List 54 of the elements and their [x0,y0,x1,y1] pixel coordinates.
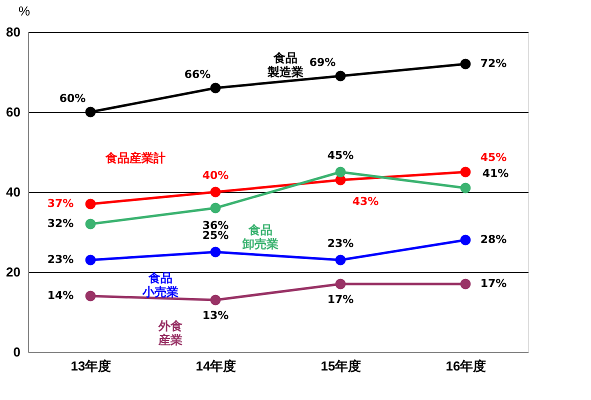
data-label: 60% [59,92,86,105]
y-axis-title: % [18,4,30,18]
point [210,186,221,198]
data-label: 45% [327,149,354,162]
point [85,198,96,210]
y-tick-label: 20 [6,264,20,280]
data-label: 32% [47,217,74,230]
data-label: 45% [480,151,507,164]
x-tick-label: 16年度 [446,358,486,374]
data-label: 28% [480,233,507,246]
series-label: 食品小売業 [142,271,178,299]
point [460,278,471,290]
point [460,234,471,246]
y-tick-label: 40 [6,184,20,200]
point [460,182,471,194]
series-label: 外食産業 [158,319,182,347]
point [210,294,221,306]
point [460,58,471,70]
data-label: 17% [327,293,354,306]
data-label: 23% [327,237,354,250]
point [460,166,471,178]
point [210,202,221,214]
data-label: 37% [47,197,74,210]
point [210,246,221,258]
y-tick-label: 80 [6,24,20,40]
series-label: 食品製造業 [266,51,304,79]
point [335,278,346,290]
text: 食品産業計 [104,151,166,165]
point [335,254,346,266]
data-label: 14% [47,289,74,302]
data-label: 72% [480,57,507,70]
data-label: 36% [202,219,229,232]
point [85,106,96,118]
point [210,82,221,94]
data-label: 23% [47,253,74,266]
data-label: 43% [352,195,379,208]
point [335,166,346,178]
x-tick-label: 13年度 [70,358,112,374]
point [85,218,96,230]
data-label: 69% [309,56,336,69]
point [85,254,96,266]
point [85,290,96,302]
y-tick-label: 60 [6,104,20,120]
series-label: 食品卸売業 [242,223,278,251]
data-label: 17% [480,277,507,290]
data-label: 41% [482,167,509,180]
x-tick-label: 15年度 [320,358,362,374]
data-label: 13% [202,309,229,322]
point [335,70,346,82]
data-label: 25% [202,229,229,242]
x-tick-label: 14年度 [196,358,236,374]
data-label: 66% [184,68,211,81]
data-label: 40% [202,169,229,182]
y-tick-label: 0 [13,344,20,360]
